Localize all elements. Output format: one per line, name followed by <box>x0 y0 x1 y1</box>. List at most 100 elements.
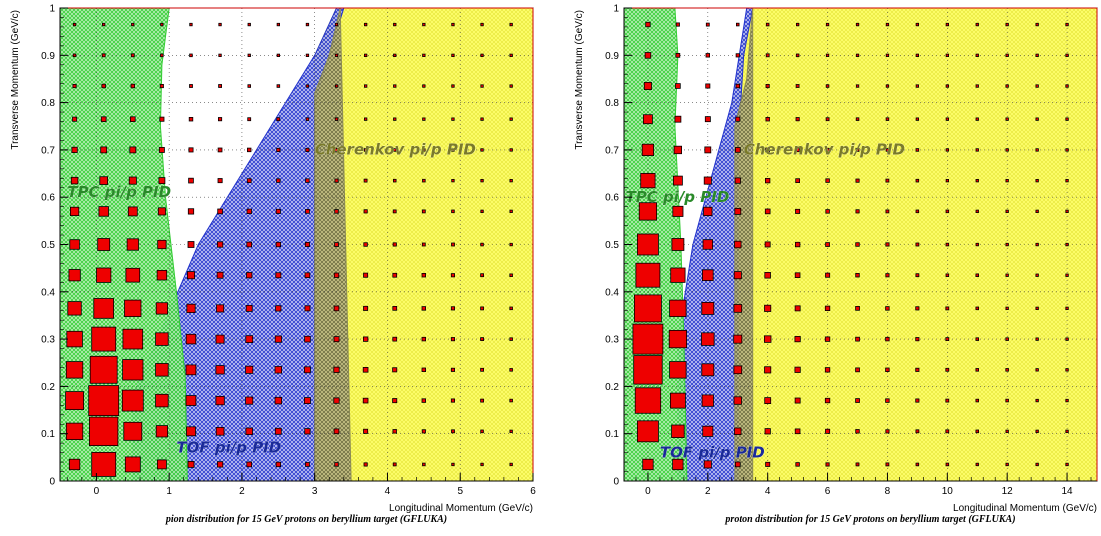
y-tick-label: 0.9 <box>41 51 55 62</box>
box-marker <box>945 22 949 27</box>
box-marker <box>885 148 890 152</box>
box-marker <box>422 84 426 88</box>
box-marker <box>733 304 743 313</box>
box-marker <box>1065 178 1069 183</box>
box-marker <box>1035 306 1039 311</box>
x-tick-label: 14 <box>1062 486 1074 497</box>
x-tick-label: 12 <box>1002 486 1014 497</box>
box-marker <box>1035 117 1039 121</box>
region-label-cherenkov: Cherenkov pi/p PID <box>744 141 905 159</box>
box-marker <box>422 53 426 57</box>
box-marker <box>1005 337 1009 341</box>
box-marker <box>246 208 252 215</box>
box-marker <box>126 238 139 251</box>
box-marker <box>480 209 484 214</box>
box-marker <box>65 422 84 441</box>
box-marker <box>825 22 830 27</box>
box-marker <box>509 53 513 57</box>
box-marker <box>275 461 282 468</box>
box-marker <box>704 146 712 154</box>
box-marker <box>188 177 194 184</box>
box-marker <box>217 178 223 184</box>
box-marker <box>451 462 455 467</box>
y-tick-label: 0.6 <box>605 193 619 204</box>
box-marker <box>855 429 860 434</box>
box-marker <box>945 148 949 152</box>
x-axis-label: Longitudinal Momentum (GeV/c) <box>389 503 533 514</box>
box-marker <box>670 267 686 283</box>
box-marker <box>637 420 659 443</box>
box-marker <box>189 22 193 27</box>
x-tick-label: 10 <box>942 486 954 497</box>
box-marker <box>275 208 281 214</box>
box-marker <box>304 305 311 312</box>
box-marker <box>855 462 860 467</box>
box-marker <box>155 393 169 408</box>
box-marker <box>671 424 685 439</box>
box-marker <box>451 429 455 434</box>
box-marker <box>334 84 339 88</box>
box-marker <box>794 305 801 312</box>
box-marker <box>855 84 860 88</box>
box-marker <box>1005 429 1009 434</box>
box-marker <box>509 22 513 27</box>
y-tick-label: 1 <box>49 4 55 15</box>
box-marker <box>975 306 980 311</box>
box-marker <box>275 241 282 248</box>
box-marker <box>1035 368 1039 372</box>
plot-content: TPC pi/p PID TOF pi/p PID Cherenkov pi/p P… <box>624 8 1097 481</box>
y-tick-label: 0.2 <box>41 382 55 393</box>
x-tick-label: 2 <box>239 486 245 497</box>
box-marker <box>735 116 741 122</box>
box-marker <box>450 273 455 278</box>
box-marker <box>1065 368 1069 372</box>
box-marker <box>509 148 513 152</box>
box-marker <box>160 53 164 58</box>
box-marker <box>276 53 281 57</box>
box-marker <box>392 209 397 214</box>
box-marker <box>794 397 801 404</box>
box-marker <box>945 242 950 247</box>
box-marker <box>71 146 78 153</box>
box-marker <box>158 177 166 185</box>
box-marker <box>363 209 368 214</box>
box-marker <box>1065 22 1069 27</box>
box-marker <box>705 83 711 89</box>
box-marker <box>703 460 712 469</box>
box-marker <box>1005 368 1009 372</box>
box-marker <box>915 462 920 467</box>
box-marker <box>93 298 115 319</box>
box-marker <box>764 428 771 435</box>
box-marker <box>392 336 398 342</box>
box-marker <box>274 366 282 374</box>
box-marker <box>1065 337 1069 341</box>
box-marker <box>885 117 890 121</box>
box-marker <box>1035 242 1039 247</box>
box-marker <box>363 272 369 278</box>
box-marker <box>885 53 890 57</box>
box-marker <box>129 146 137 154</box>
chart-caption: pion distribution for 15 GeV protons on … <box>165 514 447 525</box>
box-marker <box>855 242 860 247</box>
box-marker <box>186 271 195 280</box>
box-marker <box>885 273 890 278</box>
y-tick-label: 0.5 <box>605 240 619 251</box>
box-marker <box>795 178 801 183</box>
box-marker <box>764 335 772 343</box>
y-axis: 0 0.1 0.2 0.3 0.4 0.5 0.6 0.7 0.8 0.9 1 <box>605 4 632 488</box>
box-marker <box>246 147 252 153</box>
box-marker <box>1035 462 1039 467</box>
box-marker <box>480 273 485 278</box>
box-marker <box>975 148 979 152</box>
box-marker <box>450 306 455 311</box>
box-marker <box>509 398 513 403</box>
y-axis-label: Transverse Momentum (GeV/c) <box>10 10 21 150</box>
box-marker <box>1065 84 1069 88</box>
x-tick-label: 4 <box>765 486 771 497</box>
box-marker <box>915 367 920 372</box>
box-marker <box>765 177 771 184</box>
box-marker <box>795 117 800 122</box>
box-marker <box>855 336 860 342</box>
box-marker <box>155 332 169 346</box>
region-overlap <box>734 8 754 481</box>
